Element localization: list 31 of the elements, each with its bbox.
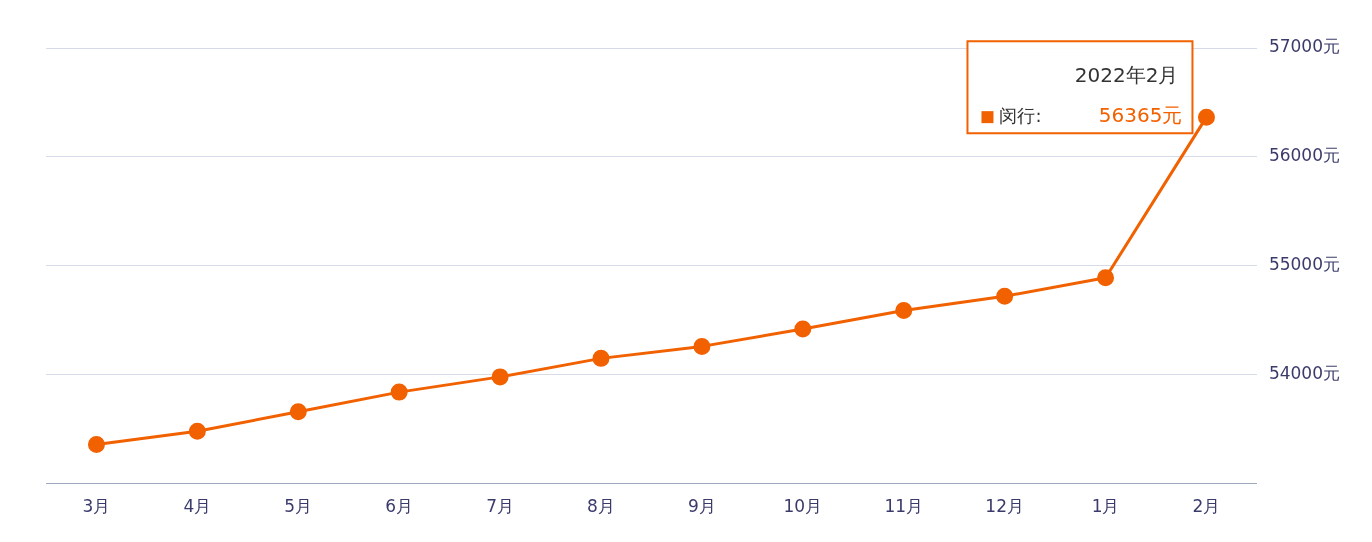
y-tick-label: 55000元: [1268, 254, 1341, 275]
x-tick-label: 7月: [486, 496, 515, 517]
x-tick-label: 8月: [587, 496, 615, 517]
y-tick-label: 57000元: [1268, 36, 1341, 57]
y-tick-label: 54000元: [1268, 363, 1341, 384]
point: [693, 337, 711, 355]
x-tick-label: 2月: [1192, 496, 1221, 517]
legend-label: 闵行:: [999, 104, 1042, 126]
x-tick-label: 1月: [1091, 496, 1120, 517]
x-tick-label: 12月: [985, 496, 1024, 517]
point: [1097, 269, 1115, 287]
point: [794, 320, 812, 338]
point: [895, 301, 913, 319]
point: [87, 435, 105, 453]
point: [996, 287, 1014, 305]
x-tick-label: 6月: [385, 496, 414, 517]
x-tick-label: 5月: [284, 496, 313, 517]
x-tick-label: 11月: [884, 496, 924, 517]
x-tick-label: 10月: [783, 496, 823, 517]
data-label: 56365元: [1098, 103, 1183, 128]
point: [289, 403, 307, 421]
point: [390, 383, 408, 401]
point: [491, 368, 509, 386]
x-tick-label: 3月: [82, 496, 111, 517]
y-tick-label: 56000元: [1268, 145, 1341, 166]
point: [1197, 108, 1215, 126]
point: [592, 349, 610, 367]
x-tick-label: 4月: [183, 496, 212, 517]
x-tick-label: 9月: [688, 496, 716, 517]
point: [188, 422, 206, 440]
annotation: 2022年2月: [1074, 63, 1179, 88]
